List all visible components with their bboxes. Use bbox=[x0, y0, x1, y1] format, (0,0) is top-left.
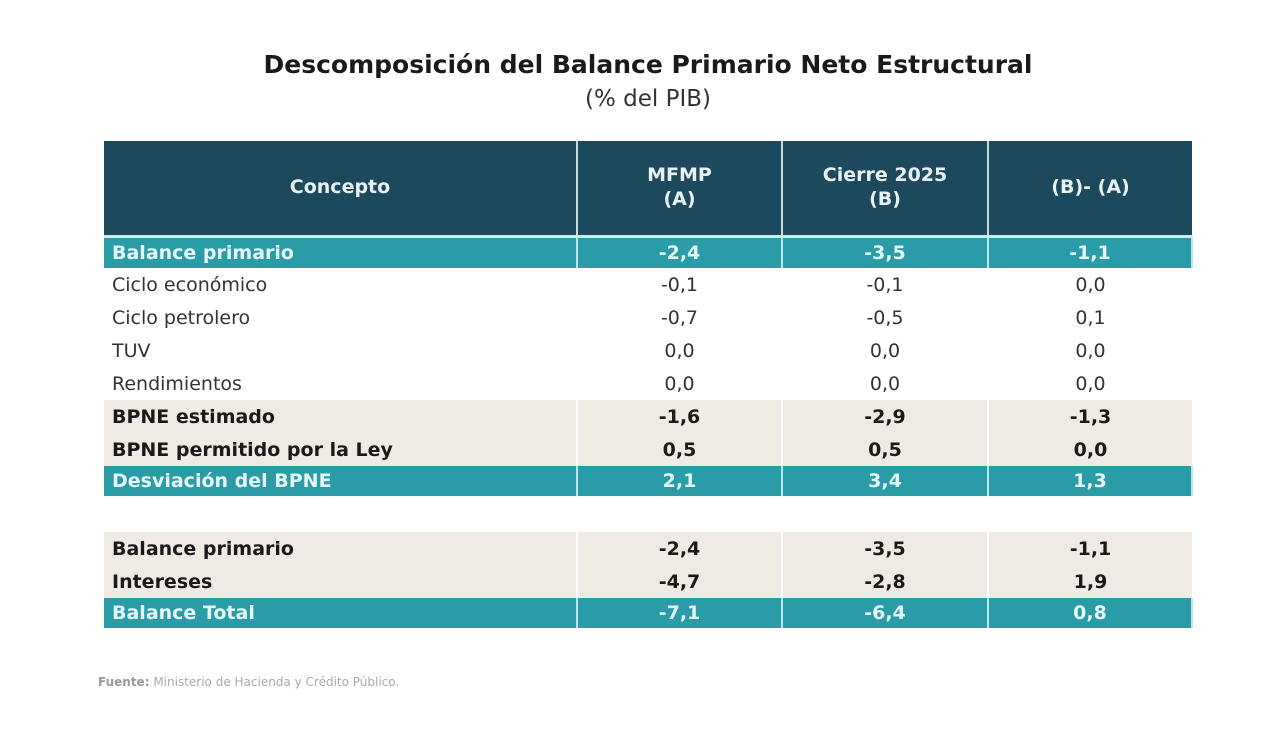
column-header: Cierre 2025 (B) bbox=[782, 141, 989, 238]
table-row: Ciclo petrolero -0,7 -0,5 0,1 bbox=[104, 301, 1192, 334]
column-header: (B)- (A) bbox=[988, 141, 1192, 238]
value-cell: 0,1 bbox=[988, 301, 1192, 334]
value-cell: -0,1 bbox=[577, 268, 783, 301]
value-cell: -4,7 bbox=[577, 565, 783, 598]
value-cell: -7,1 bbox=[577, 598, 783, 628]
table-row bbox=[104, 496, 1192, 532]
value-cell: 2,1 bbox=[577, 466, 783, 496]
value-cell: 0,0 bbox=[988, 268, 1192, 301]
value-cell: 0,5 bbox=[577, 433, 783, 466]
value-cell: 0,0 bbox=[988, 367, 1192, 400]
value-cell: -2,9 bbox=[782, 400, 989, 433]
value-cell: 3,4 bbox=[782, 466, 989, 496]
value-cell: -2,4 bbox=[577, 236, 783, 268]
value-cell: 1,3 bbox=[988, 466, 1193, 496]
table-row: Ciclo económico -0,1 -0,1 0,0 bbox=[104, 268, 1192, 301]
value-cell: -1,6 bbox=[577, 400, 783, 433]
value-cell: -3,5 bbox=[782, 532, 989, 565]
value-cell: 0,5 bbox=[782, 433, 989, 466]
table-row: BPNE permitido por la Ley 0,5 0,5 0,0 bbox=[104, 433, 1192, 466]
row-label: TUV bbox=[104, 334, 578, 367]
row-label: Ciclo petrolero bbox=[104, 301, 578, 334]
value-cell: -1,1 bbox=[988, 532, 1192, 565]
table-row: Balance Total -7,1 -6,4 0,8 bbox=[104, 598, 1193, 628]
column-header: Concepto bbox=[104, 141, 578, 238]
value-cell: -2,4 bbox=[577, 532, 783, 565]
value-cell: -3,5 bbox=[782, 236, 989, 268]
source-text: Ministerio de Hacienda y Crédito Público… bbox=[149, 675, 400, 689]
column-header-text: Concepto bbox=[289, 176, 391, 199]
row-label: Ciclo económico bbox=[104, 268, 578, 301]
row-label: Balance Total bbox=[104, 598, 578, 628]
table-row: BPNE estimado -1,6 -2,9 -1,3 bbox=[104, 400, 1192, 433]
row-label: Intereses bbox=[104, 565, 578, 598]
table-row: Rendimientos 0,0 0,0 0,0 bbox=[104, 367, 1192, 400]
value-cell bbox=[988, 496, 1192, 532]
value-cell: -1,3 bbox=[988, 400, 1192, 433]
table-title: Descomposición del Balance Primario Neto… bbox=[263, 50, 1033, 79]
column-header-text: Cierre 2025 bbox=[822, 164, 948, 187]
value-cell: -0,7 bbox=[577, 301, 783, 334]
column-header-text: (B) bbox=[869, 188, 901, 210]
table-row: TUV 0,0 0,0 0,0 bbox=[104, 334, 1192, 367]
column-header-text: MFMP bbox=[647, 164, 712, 187]
table-row: Desviación del BPNE 2,1 3,4 1,3 bbox=[104, 466, 1193, 496]
row-label: BPNE estimado bbox=[104, 400, 578, 433]
row-label bbox=[104, 496, 578, 532]
value-cell: 0,0 bbox=[988, 433, 1192, 466]
value-cell: -1,1 bbox=[988, 236, 1193, 268]
value-cell: 0,0 bbox=[782, 367, 989, 400]
table-row: Intereses -4,7 -2,8 1,9 bbox=[104, 565, 1192, 598]
value-cell bbox=[577, 496, 783, 532]
table-row: Balance primario -2,4 -3,5 -1,1 bbox=[104, 532, 1192, 565]
balance-table: Concepto MFMP (A) Cierre 2025 (B) (B)- (A) Ba… bbox=[104, 141, 1193, 628]
value-cell: 0,0 bbox=[577, 367, 783, 400]
value-cell: 1,9 bbox=[988, 565, 1192, 598]
value-cell bbox=[782, 496, 989, 532]
row-label: Balance primario bbox=[104, 532, 578, 565]
value-cell: 0,0 bbox=[782, 334, 989, 367]
table-subtitle: (% del PIB) bbox=[585, 86, 711, 112]
row-label: Desviación del BPNE bbox=[104, 466, 578, 496]
table-row: Balance primario -2,4 -3,5 -1,1 bbox=[104, 236, 1193, 268]
column-header: MFMP (A) bbox=[577, 141, 783, 238]
source-note: Fuente: Ministerio de Hacienda y Crédito… bbox=[98, 675, 399, 689]
value-cell: -0,1 bbox=[782, 268, 989, 301]
value-cell: -2,8 bbox=[782, 565, 989, 598]
value-cell: -0,5 bbox=[782, 301, 989, 334]
value-cell: 0,0 bbox=[988, 334, 1192, 367]
source-label: Fuente: bbox=[98, 675, 150, 689]
value-cell: 0,8 bbox=[988, 598, 1193, 628]
column-header-text: (B)- (A) bbox=[1051, 176, 1130, 199]
column-header-text: (A) bbox=[663, 188, 696, 210]
row-label: Balance primario bbox=[104, 236, 578, 268]
header-row: Concepto MFMP (A) Cierre 2025 (B) (B)- (A) bbox=[104, 141, 1192, 238]
value-cell: -6,4 bbox=[782, 598, 989, 628]
value-cell: 0,0 bbox=[577, 334, 783, 367]
row-label: BPNE permitido por la Ley bbox=[104, 433, 578, 466]
row-label: Rendimientos bbox=[104, 367, 578, 400]
